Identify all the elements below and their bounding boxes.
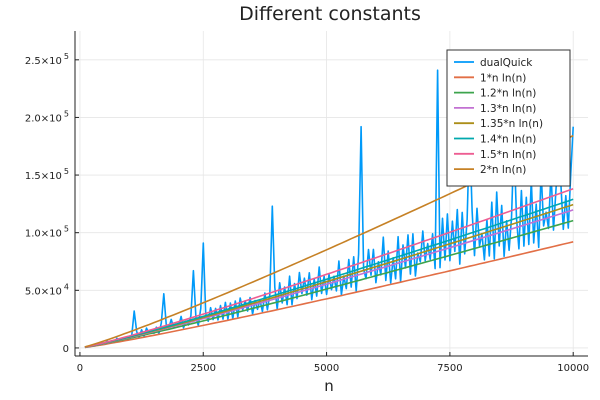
y-tick-label: 5.0×10 4 (25, 282, 69, 297)
x-ticks: 0 2500 5000 7500 10000 (77, 352, 589, 374)
legend-entry: 1.4*n ln(n) (480, 134, 536, 146)
legend-entry: 1.3*n ln(n) (480, 103, 536, 115)
x-tick-label: 7500 (437, 363, 462, 374)
legend-entry: dualQuick (480, 57, 533, 69)
x-tick-label: 2500 (191, 363, 216, 374)
y-ticks: 0 5.0×10 4 1.0×10 5 1.5×10 5 2.0×10 5 2.5×10 5 (25, 52, 79, 355)
series-layer (84, 69, 574, 349)
series-line-1 (84, 241, 574, 349)
legend-entry: 1*n ln(n) (480, 72, 526, 84)
series-line-1-4 (84, 198, 574, 348)
legend-entry: 1.5*n ln(n) (480, 149, 536, 161)
y-tick-label: 0 (63, 344, 69, 355)
x-tick-label: 0 (77, 363, 83, 374)
series-line-1-2 (84, 219, 574, 349)
chart-title: Different constants (239, 3, 421, 25)
legend-entry: 2*n ln(n) (480, 164, 526, 176)
axes (74, 31, 588, 357)
series-line-1-5 (84, 187, 574, 348)
legend-entry: 1.35*n ln(n) (480, 118, 543, 130)
legend-box (446, 49, 571, 187)
legend: dualQuick 1*n ln(n) 1.2*n ln(n) 1.3*n ln(n)… (446, 49, 571, 187)
x-tick-label: 5000 (314, 363, 339, 374)
y-tick-label: 2.0×10 5 (25, 109, 69, 124)
legend-entry: 1.2*n ln(n) (480, 88, 536, 100)
x-tick-label: 10000 (557, 363, 589, 374)
y-tick-label: 1.0×10 5 (25, 225, 69, 240)
y-tick-label: 1.5×10 5 (25, 167, 69, 182)
x-axis-label: n (324, 377, 334, 395)
y-tick-label: 2.5×10 5 (25, 52, 69, 67)
